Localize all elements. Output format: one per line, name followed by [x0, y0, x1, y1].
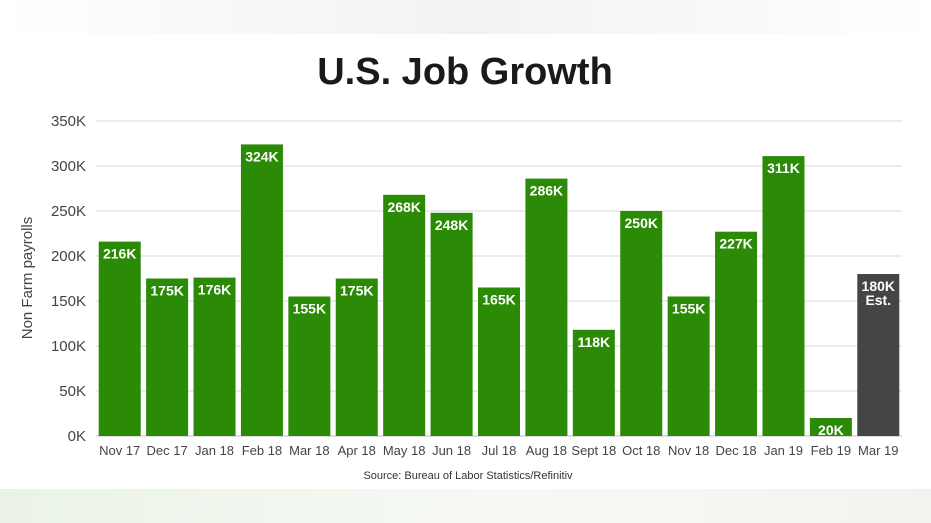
bar-value-label: 227K: [719, 236, 752, 252]
bar-value-label: 20K: [818, 422, 844, 438]
chart-title: U.S. Job Growth: [317, 51, 613, 93]
x-tick-label: Jul 18: [482, 443, 517, 458]
y-tick-label: 150K: [51, 293, 86, 310]
bar: [335, 278, 378, 436]
x-tick-label: May 18: [383, 443, 426, 458]
y-axis-label: Non Farm payrolls: [19, 217, 36, 340]
bar: [383, 194, 426, 436]
x-tick-label: Jan 19: [764, 443, 803, 458]
bar-value-label: 216K: [103, 246, 136, 262]
y-tick-label: 250K: [51, 203, 86, 220]
x-tick-label: Nov 17: [99, 443, 140, 458]
estimate-label: Est.: [865, 292, 891, 308]
bar-value-label: 175K: [150, 283, 183, 299]
bar-value-label: 165K: [482, 292, 515, 308]
bar: [98, 241, 141, 436]
bar: [667, 296, 710, 436]
bar: [430, 212, 473, 436]
bottom-band: [0, 489, 931, 523]
y-tick-label: 300K: [51, 158, 86, 175]
x-tick-label: Apr 18: [338, 443, 376, 458]
bar-value-label: 250K: [625, 215, 658, 231]
x-axis-ticks: Nov 17 Dec 17 Jan 18 Feb 18 Mar 18 Apr 18 May …: [99, 443, 898, 458]
bar-value-label: 311K: [767, 160, 800, 176]
x-tick-label: Jun 18: [432, 443, 471, 458]
bar-value-label: 268K: [387, 199, 420, 215]
top-fade: [0, 0, 931, 34]
bar-value-label: 248K: [435, 217, 468, 233]
bar: [715, 231, 758, 436]
x-tick-label: Dec 17: [147, 443, 188, 458]
x-tick-label: Mar 19: [858, 443, 898, 458]
bar: [857, 274, 900, 436]
x-tick-label: Oct 18: [622, 443, 660, 458]
x-tick-label: Aug 18: [526, 443, 567, 458]
source-note: Source: Bureau of Labor Statistics/Refin…: [363, 470, 573, 482]
x-tick-label: Dec 18: [715, 443, 756, 458]
bar: [525, 178, 568, 436]
y-tick-label: 0K: [68, 428, 86, 445]
bar: [193, 277, 236, 436]
bar-value-label: 175K: [340, 283, 373, 299]
bar-value-label: 155K: [672, 301, 705, 317]
y-tick-label: 100K: [51, 338, 86, 355]
bar-value-label: 286K: [530, 183, 563, 199]
bar-value-label: 324K: [245, 148, 278, 164]
x-tick-label: Mar 18: [289, 443, 329, 458]
x-tick-label: Feb 18: [242, 443, 282, 458]
bar: [762, 156, 805, 436]
bar: [620, 211, 663, 436]
x-tick-label: Feb 19: [811, 443, 851, 458]
x-tick-label: Sept 18: [571, 443, 616, 458]
bar: [478, 287, 520, 436]
bar-value-label: 176K: [198, 282, 231, 298]
x-tick-label: Nov 18: [668, 443, 709, 458]
bar: [288, 296, 331, 436]
bar-value-label: 118K: [577, 334, 610, 350]
bars: 216K 175K 176K 324K 155K 175K 268K 248K 165K 286K…: [98, 144, 900, 438]
bar: [240, 144, 283, 436]
bar: [809, 418, 852, 436]
bar: [572, 329, 615, 436]
y-tick-label: 200K: [51, 248, 86, 265]
y-tick-label: 350K: [51, 113, 86, 130]
y-axis-ticks: 0K 50K 100K 150K 200K 250K 300K 350K: [51, 113, 86, 445]
bar: [146, 278, 189, 436]
bar-value-label: 155K: [293, 301, 326, 317]
y-tick-label: 50K: [59, 383, 86, 400]
x-tick-label: Jan 18: [195, 443, 234, 458]
bar-value-label: 180K: [862, 278, 895, 294]
